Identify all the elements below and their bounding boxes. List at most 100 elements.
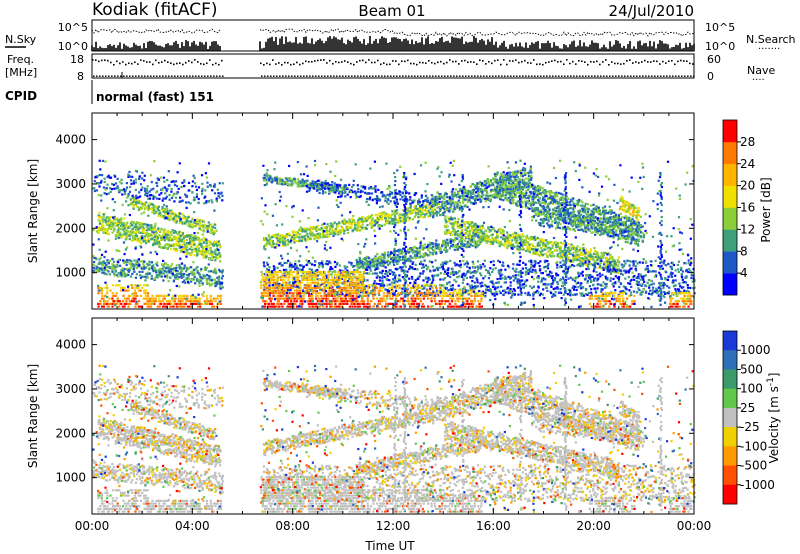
power-echo (429, 251, 432, 254)
power-echo (148, 197, 152, 200)
power-echo (132, 198, 136, 201)
power-echo (92, 255, 95, 258)
power-echo (427, 200, 430, 203)
power-echo (488, 184, 491, 187)
power-echo (552, 243, 555, 246)
power-echo (433, 250, 436, 253)
power-echo (392, 252, 395, 255)
nave-right-tick-bottom: 0 (707, 70, 714, 83)
power-echo (532, 196, 535, 199)
power-echo (210, 247, 213, 250)
power-echo (356, 184, 359, 187)
power-echo (603, 231, 607, 234)
power-echo (574, 258, 577, 261)
power-echo (210, 199, 213, 202)
power-echo (493, 238, 496, 242)
power-echo (345, 226, 348, 229)
power-echo (150, 202, 153, 206)
power-echo (463, 187, 466, 190)
power-echo (335, 230, 338, 233)
power-echo (110, 222, 113, 225)
power-echo (196, 246, 199, 249)
power-echo (124, 192, 127, 196)
power-echo (502, 230, 505, 233)
power-echo (549, 212, 552, 215)
power-echo (156, 243, 159, 246)
power-echo (484, 230, 488, 233)
power-echo (128, 234, 131, 237)
power-echo (152, 211, 155, 214)
power-echo (499, 193, 502, 196)
power-echo (221, 199, 224, 202)
power-echo (196, 265, 199, 269)
power-echo (528, 246, 532, 249)
power-echo (543, 202, 546, 205)
power-echo (611, 211, 614, 214)
power-echo (369, 263, 372, 267)
power-echo (179, 200, 182, 203)
power-echo (326, 182, 329, 185)
power-echo (521, 248, 524, 251)
power-echo (540, 193, 543, 196)
power-echo (277, 182, 280, 186)
power-echo (111, 182, 114, 186)
power-echo (388, 213, 391, 216)
power-echo (290, 184, 293, 187)
power-echo (103, 177, 106, 180)
power-echo (482, 234, 485, 237)
power-echo (506, 246, 509, 250)
power-echo (536, 253, 539, 256)
power-echo (155, 276, 158, 279)
power-echo (205, 281, 208, 284)
power-echo (190, 220, 193, 223)
power-echo (459, 187, 462, 190)
power-echo (267, 239, 270, 242)
power-echo (115, 264, 118, 267)
power-echo (548, 193, 551, 196)
power-echo (393, 215, 397, 218)
power-echo (150, 225, 153, 228)
power-echo (431, 208, 434, 211)
power-echo (150, 235, 153, 238)
power-echo (135, 273, 138, 276)
power-echo (508, 195, 512, 199)
power-echo (466, 240, 469, 244)
power-echo (119, 233, 122, 236)
power-echo (435, 200, 438, 203)
power-echo (549, 201, 552, 204)
power-echo (383, 257, 386, 260)
power-echo (296, 233, 299, 236)
power-echo (351, 230, 354, 233)
power-echo (384, 195, 387, 198)
power-echo (470, 195, 473, 198)
power-echo (479, 190, 482, 193)
power-echo (586, 216, 589, 219)
power-echo (472, 238, 475, 241)
power-echo (596, 258, 599, 262)
power-echo (148, 268, 151, 271)
power-echo (471, 221, 474, 224)
power-echo (504, 240, 507, 243)
power-echo (546, 243, 550, 246)
power-echo (117, 272, 120, 275)
power-echo (431, 200, 434, 203)
power-echo (493, 179, 496, 182)
power-echo (218, 196, 221, 199)
power-echo (499, 196, 502, 199)
power-echo (195, 193, 199, 196)
power-echo (556, 254, 559, 257)
power-echo (504, 238, 507, 241)
power-echo (575, 203, 578, 207)
power-echo (326, 223, 329, 226)
power-echo (286, 243, 290, 246)
power-echo (572, 256, 575, 259)
power-echo (361, 223, 364, 226)
power-echo (178, 237, 181, 240)
power-echo (389, 216, 392, 219)
power-echo (521, 173, 524, 176)
power-echo (206, 245, 209, 248)
power-echo (609, 229, 612, 232)
power-echo (136, 206, 139, 209)
power-echo (498, 230, 501, 233)
power-echo (583, 255, 586, 258)
